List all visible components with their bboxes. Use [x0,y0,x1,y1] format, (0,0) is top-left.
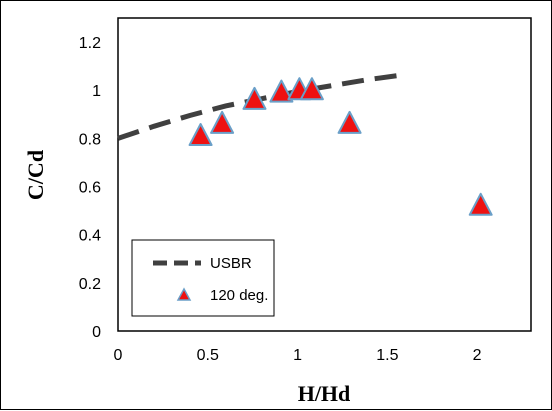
x-tick-label: 1.5 [376,347,398,364]
data-point-120deg [337,110,362,134]
legend: USBR 120 deg. [131,239,275,317]
usbr-series-line [117,72,406,141]
legend-120deg-label: 120 deg. [210,287,268,304]
data-point-120deg [242,86,267,110]
series-layer [117,72,493,216]
y-tick-label: 0.4 [79,228,101,245]
x-tick-label: 0 [114,347,123,364]
data-point-120deg [299,77,324,101]
data-point-120deg [188,123,213,146]
legend-120deg-swatch [176,287,192,301]
y-tick-label: 1 [92,83,101,100]
x-axis-title: H/Hd [298,381,351,406]
legend-usbr-label: USBR [210,255,252,272]
y-tick-labels: 0 0.2 0.4 0.6 0.8 1 1.2 [79,35,101,341]
x-tick-labels: 0 0.5 1 1.5 2 [114,347,482,364]
y-tick-label: 0 [92,324,101,341]
legend-box [131,239,275,317]
data-point-120deg [210,110,235,134]
x-tick-label: 0.5 [197,347,219,364]
y-tick-label: 0.8 [79,131,101,148]
y-axis-title: C/Cd [23,150,48,200]
data-point-120deg [468,192,493,216]
y-tick-label: 0.2 [79,276,101,293]
x-tick-label: 1 [293,347,302,364]
data-point-120deg [269,79,294,103]
x-tick-label: 2 [473,347,482,364]
y-tick-label: 0.6 [79,180,101,197]
y-tick-label: 1.2 [79,35,101,52]
